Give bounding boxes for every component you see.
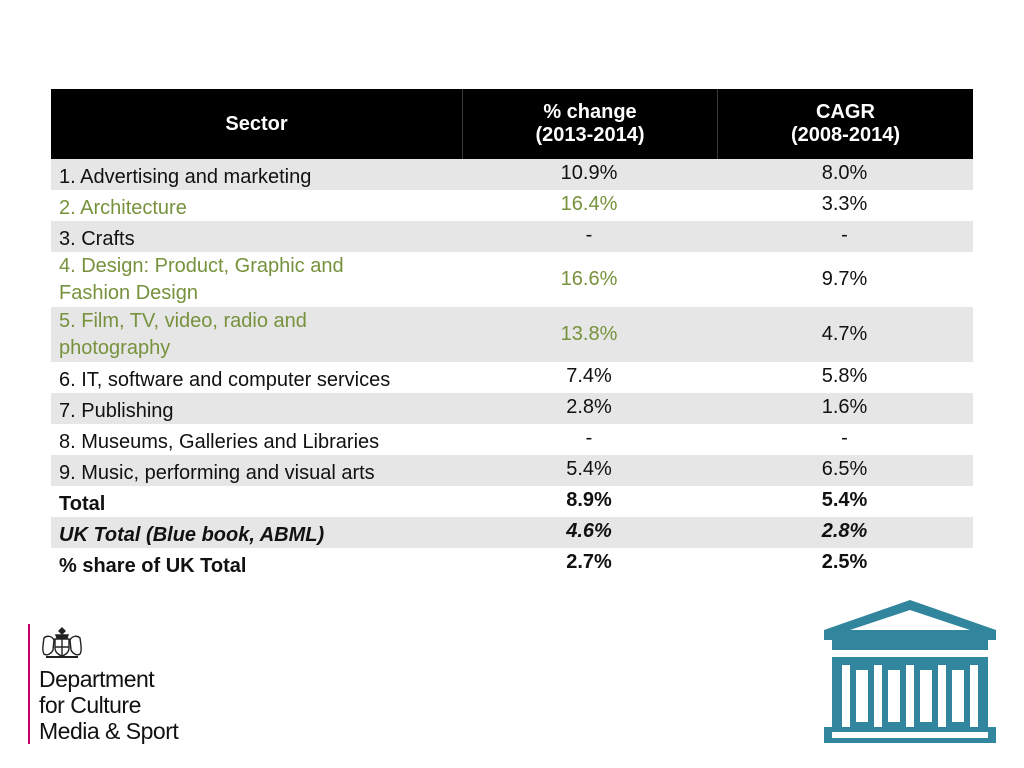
sector-line-1: 4. Design: Product, Graphic and — [59, 254, 344, 277]
cagr-cell: - — [841, 427, 848, 449]
pct-change-cell: 8.9% — [566, 489, 612, 511]
table-header-row: Sector % change (2013-2014) CAGR (2008-2… — [51, 89, 973, 159]
sector-cell: 6. IT, software and computer services — [59, 369, 391, 391]
pct-change-cell: - — [585, 427, 593, 449]
pct-change-cell: 7.4% — [566, 365, 612, 387]
pct-change-cell: 10.9% — [560, 162, 618, 184]
table-row: 4. Design: Product, Graphic and Fashion D… — [51, 252, 973, 307]
table-row: 3. Crafts - - — [51, 221, 973, 252]
department-name-line-2: for Culture — [39, 692, 141, 718]
uk-share-row: % share of UK Total 2.7% 2.5% — [51, 548, 973, 579]
table-row: 6. IT, software and computer services 7.… — [51, 362, 973, 393]
sector-cell: 8. Museums, Galleries and Libraries — [59, 431, 380, 453]
cagr-cell: 8.0% — [821, 162, 868, 184]
header-pct-change: % change (2013-2014) — [463, 89, 718, 159]
cagr-cell: 2.5% — [821, 551, 868, 573]
dcms-logo: Department for Culture Media & Sport — [28, 624, 208, 746]
cagr-cell: 2.8% — [821, 520, 868, 542]
cagr-cell: - — [841, 224, 848, 246]
sector-cell: 3. Crafts — [59, 228, 135, 250]
pct-change-cell: 13.8% — [560, 323, 618, 345]
header-pct-change-line1: % change — [543, 101, 637, 123]
table-row: 8. Museums, Galleries and Libraries - - — [51, 424, 973, 455]
pct-change-cell: 2.8% — [566, 396, 612, 418]
table-row: 5. Film, TV, video, radio and photography… — [51, 307, 973, 362]
sector-cell-text: 5. Film, TV, video, radio and photography — [59, 308, 307, 362]
cagr-cell: 6.5% — [821, 458, 868, 480]
header-sector: Sector — [51, 89, 463, 159]
table-row: 1. Advertising and marketing 10.9% 8.0% — [51, 159, 973, 190]
pct-change-cell: 16.6% — [560, 268, 618, 290]
cagr-cell: 5.4% — [821, 489, 868, 511]
sector-growth-table: Sector % change (2013-2014) CAGR (2008-2… — [51, 89, 973, 579]
department-name-line-1: Department — [39, 666, 155, 692]
sector-cell: 9. Music, performing and visual arts — [59, 462, 375, 484]
table-row: 9. Music, performing and visual arts 5.4… — [51, 455, 973, 486]
pct-change-cell: 2.7% — [566, 551, 612, 573]
sector-cell: 4. Design: Product, Graphic and Fashion D… — [51, 252, 462, 307]
total-row: Total 8.9% 5.4% — [51, 486, 973, 517]
uk-total-row: UK Total (Blue book, ABML) 4.6% 2.8% — [51, 517, 973, 548]
department-name-line-3: Media & Sport — [39, 718, 179, 744]
pct-change-cell: 5.4% — [566, 458, 612, 480]
cagr-cell: 9.7% — [821, 268, 868, 290]
pct-change-cell: 4.6% — [566, 520, 612, 542]
sector-line-2: photography — [59, 336, 171, 359]
cagr-cell: 3.3% — [821, 193, 868, 215]
museum-building-icon — [824, 600, 996, 743]
header-cagr-line2: (2008-2014) — [791, 124, 900, 146]
royal-coat-of-arms-icon — [42, 627, 82, 658]
sector-cell-text: 4. Design: Product, Graphic and Fashion D… — [59, 253, 344, 307]
table-row: 7. Publishing 2.8% 1.6% — [51, 393, 973, 424]
sector-cell: 1. Advertising and marketing — [59, 166, 312, 188]
department-name: Department for Culture Media & Sport — [39, 666, 179, 744]
cagr-cell: 1.6% — [821, 396, 868, 418]
pct-change-cell: 16.4% — [560, 193, 618, 215]
sector-line-2: Fashion Design — [59, 281, 198, 304]
cagr-cell: 4.7% — [821, 323, 868, 345]
sector-cell: % share of UK Total — [59, 555, 247, 577]
cagr-cell: 5.8% — [821, 365, 868, 387]
sector-cell: 2. Architecture — [59, 197, 187, 219]
header-cagr: CAGR (2008-2014) — [718, 89, 973, 159]
sector-cell: 7. Publishing — [59, 400, 174, 422]
sector-cell: Total — [59, 493, 106, 515]
sector-cell: 5. Film, TV, video, radio and photography — [51, 307, 462, 362]
header-cagr-line1: CAGR — [816, 101, 875, 123]
sector-cell: UK Total (Blue book, ABML) — [59, 524, 325, 546]
header-pct-change-line2: (2013-2014) — [535, 124, 645, 146]
pct-change-cell: - — [585, 224, 593, 246]
logo-accent-bar — [28, 624, 30, 744]
table-row: 2. Architecture 16.4% 3.3% — [51, 190, 973, 221]
sector-line-1: 5. Film, TV, video, radio and — [59, 309, 307, 332]
